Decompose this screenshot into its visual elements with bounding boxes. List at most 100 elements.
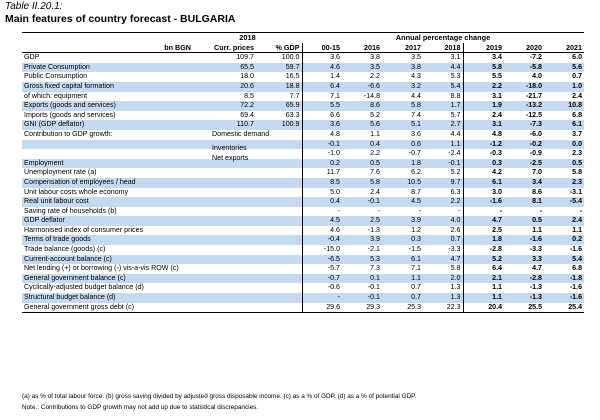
cell-curr-prices: 65.5 [193, 62, 256, 73]
cell-value: 3.4 [462, 52, 505, 63]
cell-curr-prices [193, 226, 256, 236]
table-row: Imports (goods and services) 69.4 63.3 6.6 5… [22, 110, 584, 121]
cell-value: 2.2 [370, 72, 381, 81]
row-label: Inventories [22, 139, 247, 152]
cell-curr-prices [193, 283, 256, 293]
cell-curr-prices [193, 245, 256, 255]
table-row: General government balance (c) -0.7 0.1 1.1… [22, 273, 585, 284]
cell-value: 4.5 [301, 216, 343, 226]
table-row: Employment 0.2 0.5 1.8 -0.1 0.3 -2.5 0.5 [22, 158, 585, 169]
cell-pct-gdp [256, 273, 303, 284]
table-row: Net lending (+) or borrowing (-) vis-a-v… [22, 264, 584, 274]
cell-value: 5.2 [450, 168, 461, 177]
cell-value: - [418, 206, 422, 215]
cell-value: 2.4 [370, 187, 381, 196]
header-row-groups: 2018 Annual percentage change [22, 33, 584, 43]
cell-value: 6.8 [572, 264, 583, 273]
cell-value: 1.0 [544, 81, 585, 92]
cell-pct-gdp [256, 188, 302, 198]
cell-value: 1.9 [462, 101, 505, 111]
cell-value: 4.4 [450, 129, 461, 138]
cell-value: -3.1 [569, 187, 583, 196]
table-row: Terms of trade goods -0.4 3.9 0.3 0.7 1.8 -1.6… [22, 235, 585, 246]
cell-value: 2.5 [342, 216, 383, 226]
cell-value: 1.7 [423, 101, 464, 111]
cell-value: 2.2 [423, 197, 464, 207]
cell-value: 3.8 [382, 62, 424, 73]
cell-value: 0.1 [342, 273, 383, 284]
cell-value: 0.3 [462, 158, 505, 169]
table-row: Private Consumption 65.5 59.7 4.6 3.5 3.8 4.4 5… [22, 62, 585, 73]
row-label: Structural budget balance (d) [22, 293, 193, 303]
table-row: Current-account balance (c) -6.5 5.3 6.1 4.7… [22, 254, 585, 265]
cell-pct-gdp [256, 264, 302, 274]
cell-value: -6.5 [301, 254, 343, 265]
group-change-header: Annual percentage change [395, 33, 491, 42]
cell-value: 4.2 [462, 168, 505, 178]
cell-value: -0.9 [529, 149, 543, 158]
row-label: Contribution to GDP growth: Domestic dema… [22, 129, 269, 140]
cell-value: 5.8 [382, 101, 424, 111]
cell-value: - [377, 206, 381, 215]
table-row: Contribution to GDP growth: Domestic dema… [22, 129, 584, 140]
cell-value: 4.8 [462, 129, 505, 140]
table-row: Net exports -1.0 2.2 -0.7 -2.4 -0.3 -0.9 2.3 [22, 149, 584, 162]
cell-value: - [462, 206, 505, 217]
cell-value: 6.1 [382, 254, 424, 265]
cell-value: -1.5 [408, 245, 422, 254]
cell-value: 1.1 [532, 225, 543, 234]
cell-value: 0.5 [342, 158, 383, 169]
cell-value: -1.0 [301, 149, 343, 159]
year-header: 00-15 [301, 42, 343, 54]
cell-value: 4.6 [301, 62, 343, 73]
cell-value: - [458, 206, 461, 215]
cell-value: -0.3 [462, 149, 505, 159]
cell-value: 5.5 [462, 72, 505, 82]
cell-pct-gdp: 100.9 [256, 120, 303, 130]
footnote-definitions: (a) as % of total labour force. (b) gros… [22, 393, 417, 400]
cell-value: 25.4 [544, 302, 585, 314]
cell-curr-prices [193, 139, 256, 150]
cell-value: 0.4 [301, 197, 343, 207]
row-label: Real unit labour cost [22, 197, 193, 207]
row-label: Net exports [22, 149, 248, 162]
cell-value: 3.1 [462, 120, 505, 130]
cell-value: 5.6 [342, 120, 383, 130]
cell-value: 1.3 [450, 283, 461, 292]
cell-value: 3.1 [462, 91, 505, 102]
cell-value: -14.8 [363, 91, 381, 100]
cell-value: -5.7 [301, 264, 343, 274]
cell-value: 2.4 [572, 91, 583, 100]
cell-pct-gdp: 65.9 [256, 101, 303, 111]
table-row: Harmonised index of consumer prices 4.6 -1… [22, 225, 584, 236]
top-rule [22, 32, 584, 33]
cell-value: 4.5 [382, 197, 424, 207]
cell-value: -2.5 [504, 158, 545, 169]
cell-curr-prices [193, 293, 256, 303]
cell-value: 6.2 [411, 168, 422, 177]
cell-value: 0.7 [411, 283, 422, 292]
cell-value: 20.4 [462, 302, 505, 314]
cell-value: 1.4 [301, 72, 343, 82]
cell-value: -0.2 [504, 139, 545, 150]
cell-value: 29.3 [342, 302, 383, 314]
cell-value: 4.0 [532, 72, 543, 81]
cell-pct-gdp [256, 149, 302, 159]
cell-value: 6.3 [450, 187, 461, 196]
cell-pct-gdp [256, 293, 303, 303]
cell-pct-gdp [256, 283, 302, 293]
cell-value: 0.7 [572, 72, 583, 81]
cell-value: 3.6 [301, 120, 343, 130]
cell-value: 0.0 [544, 139, 585, 150]
forecast-table: 2018 Annual percentage change bn BGN Cur… [22, 33, 585, 314]
row-label-text: Contribution to GDP growth: [24, 129, 113, 138]
cell-value: 5.6 [544, 62, 585, 73]
cell-curr-prices: 110.7 [193, 120, 256, 130]
table-row: Real unit labour cost 0.4 -0.1 4.5 2.2 -1.6 8.… [22, 197, 585, 207]
cell-value: 6.1 [544, 120, 585, 130]
table-row: Trade balance (goods) (c) -15.0 -2.1 -1.5 -3… [22, 245, 584, 255]
cell-pct-gdp [256, 207, 302, 217]
row-label: GDP deflator [22, 216, 193, 226]
row-sublabel: Inventories [212, 144, 247, 153]
